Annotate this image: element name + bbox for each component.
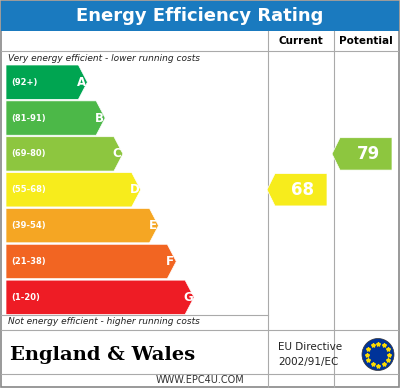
- Text: (55-68): (55-68): [11, 185, 46, 194]
- Text: Very energy efficient - lower running costs: Very energy efficient - lower running co…: [8, 54, 200, 63]
- Text: (21-38): (21-38): [11, 257, 46, 266]
- Bar: [1, 1, 399, 31]
- Polygon shape: [6, 65, 87, 99]
- Text: (81-91): (81-91): [11, 114, 46, 123]
- Text: 79: 79: [356, 145, 380, 163]
- Text: EU Directive
2002/91/EC: EU Directive 2002/91/EC: [278, 343, 342, 367]
- Text: C: C: [112, 147, 121, 160]
- Circle shape: [362, 338, 394, 371]
- Polygon shape: [6, 244, 176, 279]
- Text: E: E: [148, 219, 156, 232]
- Text: (1-20): (1-20): [11, 293, 40, 302]
- Text: (39-54): (39-54): [11, 221, 46, 230]
- Text: England & Wales: England & Wales: [10, 345, 195, 364]
- Text: Not energy efficient - higher running costs: Not energy efficient - higher running co…: [8, 317, 200, 326]
- Text: WWW.EPC4U.COM: WWW.EPC4U.COM: [156, 375, 244, 385]
- Polygon shape: [6, 208, 158, 243]
- Text: G: G: [183, 291, 193, 304]
- Polygon shape: [267, 173, 327, 206]
- Polygon shape: [6, 101, 105, 135]
- Text: A: A: [77, 76, 86, 89]
- Text: D: D: [130, 183, 140, 196]
- Polygon shape: [6, 173, 141, 207]
- Text: (69-80): (69-80): [11, 149, 46, 158]
- Polygon shape: [6, 137, 123, 171]
- Text: B: B: [95, 111, 104, 125]
- Text: (92+): (92+): [11, 78, 37, 87]
- Polygon shape: [6, 280, 194, 315]
- Text: Potential: Potential: [339, 36, 393, 46]
- Text: F: F: [166, 255, 174, 268]
- Text: Energy Efficiency Rating: Energy Efficiency Rating: [76, 7, 324, 25]
- Text: 68: 68: [292, 181, 314, 199]
- Polygon shape: [332, 138, 392, 170]
- Text: Current: Current: [279, 36, 323, 46]
